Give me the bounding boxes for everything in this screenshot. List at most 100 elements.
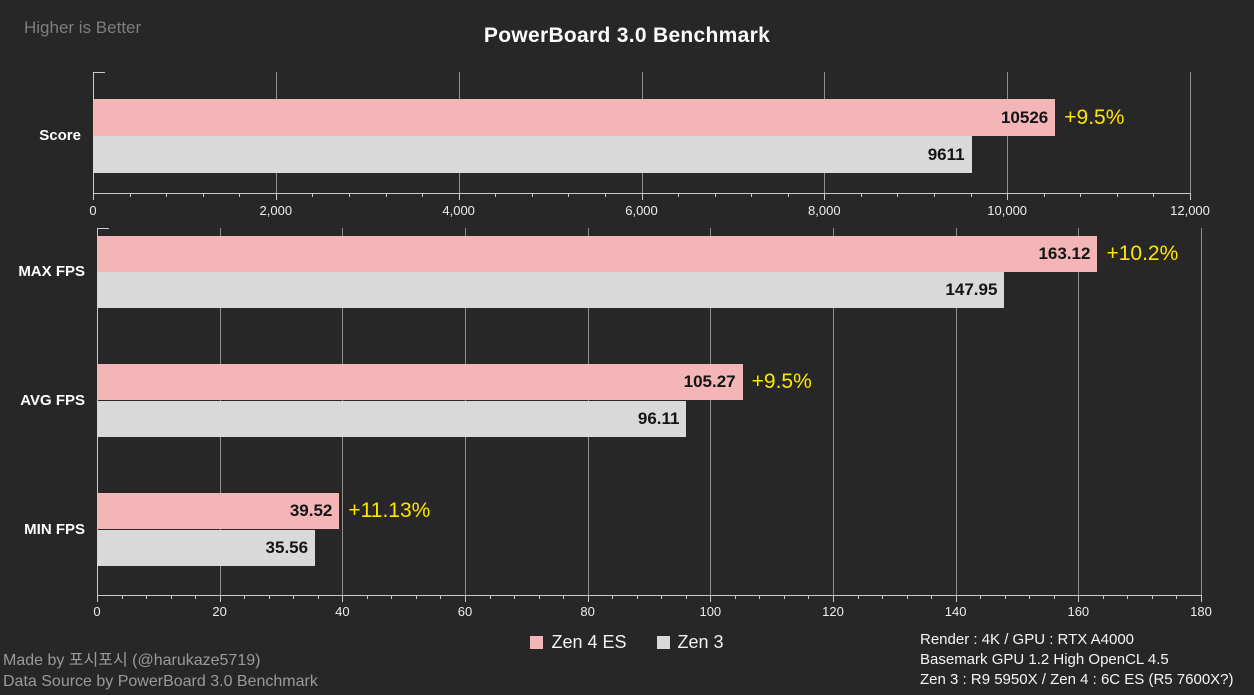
bar-value-label: 9611 <box>927 145 965 164</box>
axis-tick-label: 2,000 <box>259 203 293 218</box>
x-axis-minor-tick <box>636 596 638 599</box>
x-axis-minor-tick <box>195 596 197 599</box>
axis-tick-label: 6,000 <box>625 203 658 218</box>
x-axis-minor-tick <box>734 596 736 599</box>
bar-zen-4-es-max-fps <box>97 236 1098 272</box>
axis-tick-label: 180 <box>1190 604 1212 619</box>
axis-tick-label: 160 <box>1067 604 1090 619</box>
x-axis-minor-tick <box>317 596 319 599</box>
bar-value-label: 105.27 <box>683 372 736 391</box>
axis-tick-label: 60 <box>457 604 473 619</box>
x-axis-minor-tick <box>1029 596 1031 599</box>
delta-label: +9.5% <box>1064 106 1125 129</box>
x-axis-minor-tick <box>1116 194 1118 197</box>
x-axis-major-tick <box>342 596 344 602</box>
bar-zen-3-min-fps <box>97 530 316 566</box>
x-axis-major-tick <box>710 596 712 602</box>
x-axis-minor-tick <box>751 194 753 197</box>
x-axis-minor-tick <box>787 194 789 197</box>
x-axis-minor-tick <box>366 596 368 599</box>
x-axis-minor-tick <box>202 194 204 197</box>
x-axis-minor-tick <box>312 194 314 197</box>
x-axis-minor-tick <box>759 596 761 599</box>
x-axis-minor-tick <box>1080 194 1082 197</box>
x-axis-major-tick <box>97 596 98 602</box>
higher-is-better-note: Higher is Better <box>24 18 142 37</box>
x-axis-minor-tick <box>415 596 417 599</box>
axis-tick-label: 140 <box>944 604 967 619</box>
x-axis-major-tick <box>1007 194 1009 200</box>
x-axis-minor-tick <box>166 194 168 197</box>
delta-label: +10.2% <box>1106 242 1179 265</box>
x-axis-minor-tick <box>391 596 393 599</box>
x-axis-minor-tick <box>422 194 424 197</box>
bar-zen-4-es-min-fps <box>97 493 340 529</box>
x-axis-major-tick <box>458 194 460 200</box>
x-axis-minor-tick <box>268 596 270 599</box>
x-axis-minor-tick <box>531 194 533 197</box>
gridline <box>1190 72 1191 193</box>
x-axis-major-tick <box>1078 596 1080 602</box>
page-title: PowerBoard 3.0 Benchmark <box>483 24 771 47</box>
x-axis-minor-tick <box>678 194 680 197</box>
zen3-swatch-icon <box>656 636 670 649</box>
axis-tick-label: 20 <box>212 604 227 619</box>
x-axis-minor-tick <box>783 596 785 599</box>
axis-tick-label: 4,000 <box>442 203 475 218</box>
x-axis-minor-tick <box>121 596 123 599</box>
x-axis-minor-tick <box>385 194 387 197</box>
bar-value-label: 147.95 <box>945 280 998 299</box>
x-axis-minor-tick <box>146 596 148 599</box>
gridline <box>1201 228 1202 595</box>
x-axis-minor-tick <box>495 194 497 197</box>
gridline <box>955 228 957 595</box>
category-label-score: Score <box>39 127 81 144</box>
x-axis-major-tick <box>275 194 277 200</box>
bar-zen-3-score <box>93 136 972 173</box>
x-axis-minor-tick <box>1004 596 1006 599</box>
x-axis-major-tick <box>1201 596 1202 602</box>
bar-value-label: 35.56 <box>265 538 309 557</box>
x-axis-major-tick <box>93 194 94 200</box>
x-axis-minor-tick <box>857 596 859 599</box>
x-axis-major-tick <box>641 194 643 200</box>
x-axis-major-tick <box>824 194 826 200</box>
axis-tick-label: 100 <box>699 604 722 619</box>
x-axis-minor-tick <box>348 194 350 197</box>
zen4es-swatch-icon <box>530 636 544 649</box>
bar-value-label: 96.11 <box>637 409 680 428</box>
x-axis-minor-tick <box>489 596 491 599</box>
gridline <box>833 228 834 595</box>
made-by-line: Made by 포시포시 (@harukaze5719) <box>3 652 261 669</box>
delta-label: +11.13% <box>348 499 431 522</box>
bar-value-label: 39.52 <box>289 501 333 520</box>
category-label-min-fps: MIN FPS <box>24 521 85 538</box>
x-axis-minor-tick <box>293 596 295 599</box>
x-axis-minor-tick <box>1151 596 1153 599</box>
x-axis-major-tick <box>465 596 466 602</box>
x-axis-line <box>93 193 1191 194</box>
legend: Zen 4 ES Zen 3 <box>0 632 1254 653</box>
axis-tick-label: 40 <box>335 604 350 619</box>
x-axis-minor-tick <box>980 596 982 599</box>
gridline <box>710 228 712 595</box>
category-label-avg-fps: AVG FPS <box>20 392 85 409</box>
x-axis-minor-tick <box>970 194 972 197</box>
x-axis-major-tick <box>955 596 957 602</box>
axis-tick-label: 12,000 <box>1170 203 1210 218</box>
x-axis-minor-tick <box>170 596 172 599</box>
bar-zen-4-es-score <box>93 99 1056 136</box>
x-axis-minor-tick <box>714 194 716 197</box>
x-axis-minor-tick <box>1102 596 1104 599</box>
x-axis-minor-tick <box>244 596 246 599</box>
x-axis-minor-tick <box>604 194 606 197</box>
axis-tick-label: 8,000 <box>808 203 841 218</box>
x-axis-minor-tick <box>1043 194 1045 197</box>
delta-label: +9.5% <box>751 370 812 393</box>
x-axis-minor-tick <box>860 194 862 197</box>
x-axis-line <box>97 595 1202 596</box>
x-axis-minor-tick <box>934 194 936 197</box>
x-axis-minor-tick <box>538 596 540 599</box>
